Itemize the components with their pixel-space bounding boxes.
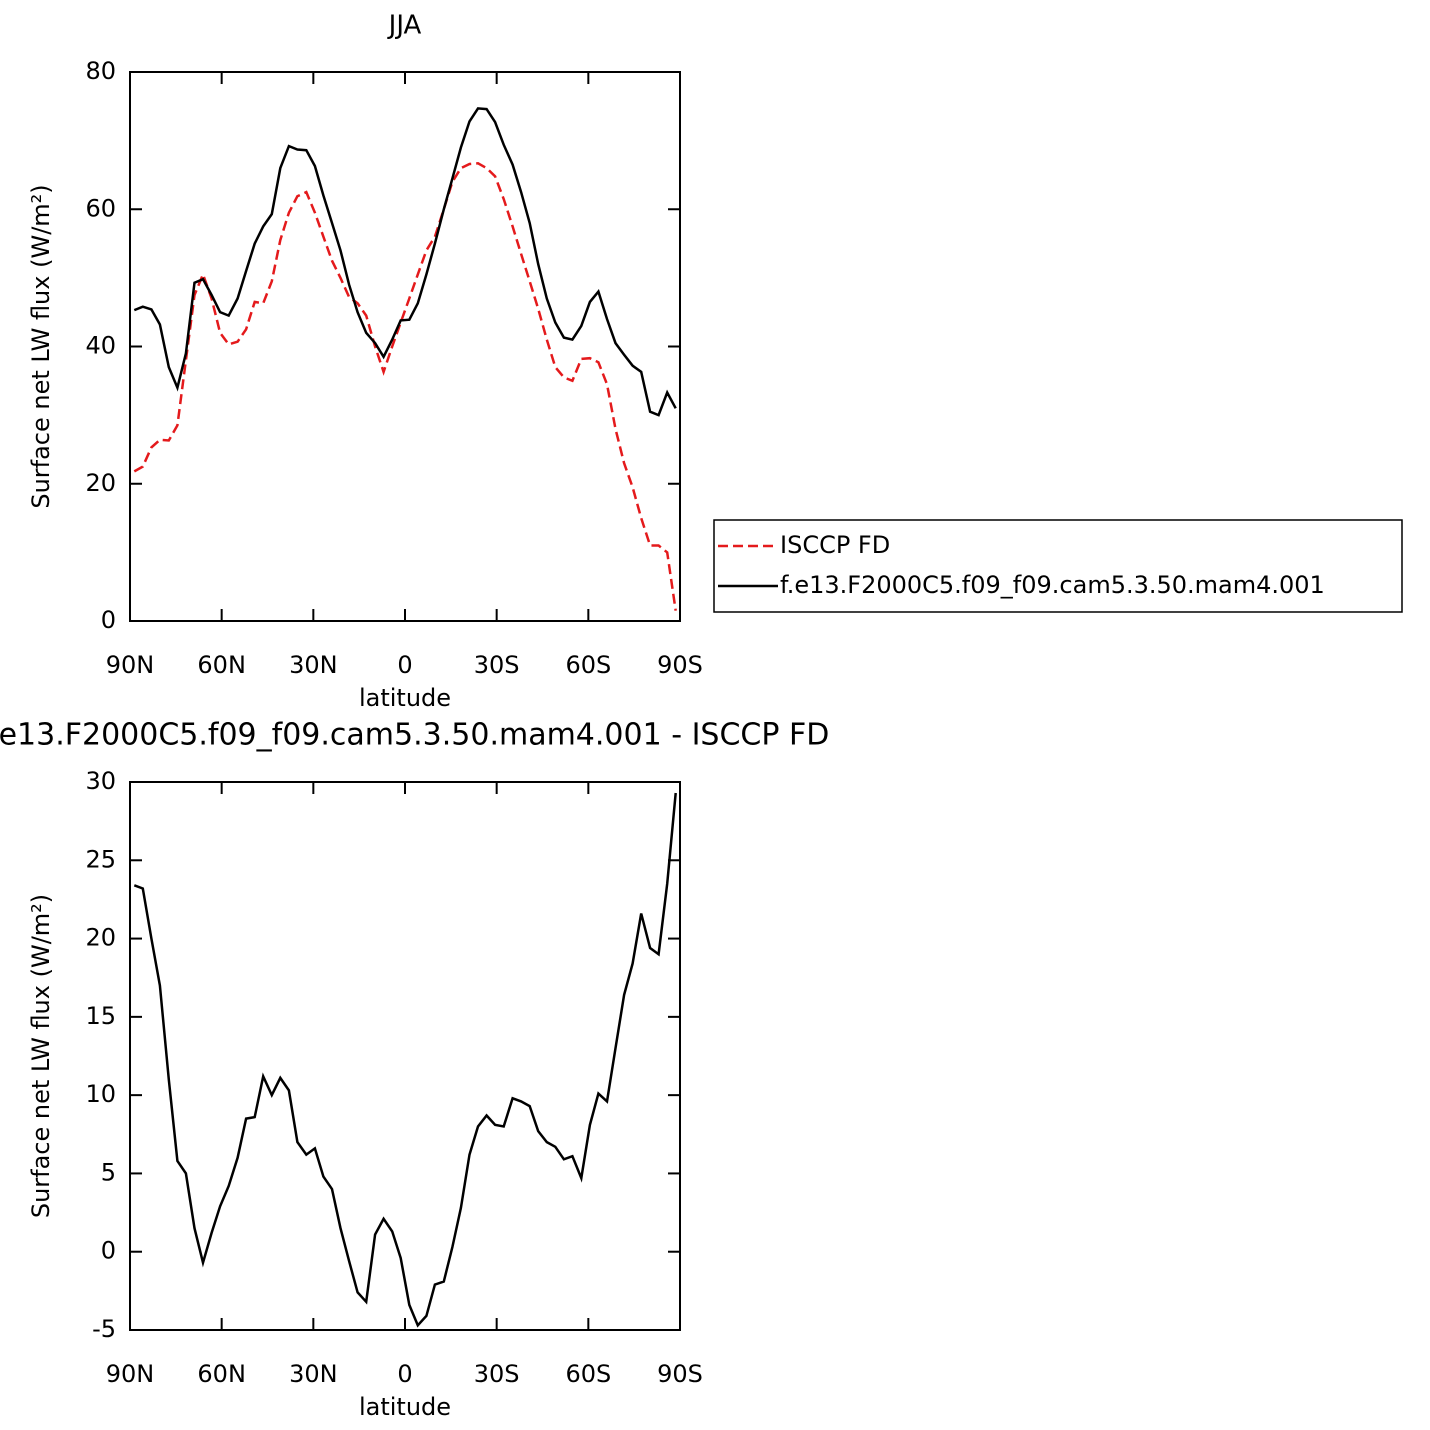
y-tick-label: 20 <box>85 924 116 952</box>
x-tick-label: 90N <box>106 651 155 679</box>
x-tick-label: 60S <box>565 1360 611 1388</box>
chart-title: JJA <box>387 11 422 41</box>
legend-label: ISCCP FD <box>780 531 890 559</box>
x-tick-label: 30S <box>474 1360 520 1388</box>
chart-title: f.e13.F2000C5.f09_f09.cam5.3.50.mam4.001… <box>0 718 829 753</box>
x-tick-label: 30N <box>289 1360 338 1388</box>
x-axis-label: latitude <box>359 1393 451 1421</box>
x-tick-label: 60S <box>565 651 611 679</box>
y-tick-label: -5 <box>92 1315 116 1343</box>
x-tick-label: 60N <box>197 651 246 679</box>
x-tick-label: 60N <box>197 1360 246 1388</box>
y-tick-label: 80 <box>85 57 116 85</box>
data-line <box>133 792 677 1328</box>
y-axis-label: Surface net LW flux (W/m²) <box>27 184 55 508</box>
y-tick-label: 0 <box>101 606 116 634</box>
y-tick-label: 5 <box>101 1158 116 1186</box>
legend-box <box>713 519 1403 613</box>
data-line <box>133 107 677 417</box>
y-tick-label: 40 <box>85 332 116 360</box>
x-tick-label: 90N <box>106 1360 155 1388</box>
y-tick-label: 30 <box>85 767 116 795</box>
x-axis-label: latitude <box>359 684 451 712</box>
legend-label: f.e13.F2000C5.f09_f09.cam5.3.50.mam4.001 <box>780 571 1325 599</box>
y-tick-label: 20 <box>85 469 116 497</box>
y-tick-label: 25 <box>85 845 116 873</box>
plot-frame <box>129 781 681 1331</box>
y-tick-label: 0 <box>101 1237 116 1265</box>
x-tick-label: 90S <box>657 1360 703 1388</box>
x-tick-label: 0 <box>397 1360 412 1388</box>
x-tick-label: 30N <box>289 651 338 679</box>
x-tick-label: 90S <box>657 651 703 679</box>
data-line <box>133 162 677 611</box>
x-tick-label: 30S <box>474 651 520 679</box>
x-tick-label: 0 <box>397 651 412 679</box>
y-tick-label: 15 <box>85 1002 116 1030</box>
y-axis-label: Surface net LW flux (W/m²) <box>27 894 55 1218</box>
y-tick-label: 60 <box>85 194 116 222</box>
plot-frame <box>129 71 681 622</box>
y-tick-label: 10 <box>85 1080 116 1108</box>
